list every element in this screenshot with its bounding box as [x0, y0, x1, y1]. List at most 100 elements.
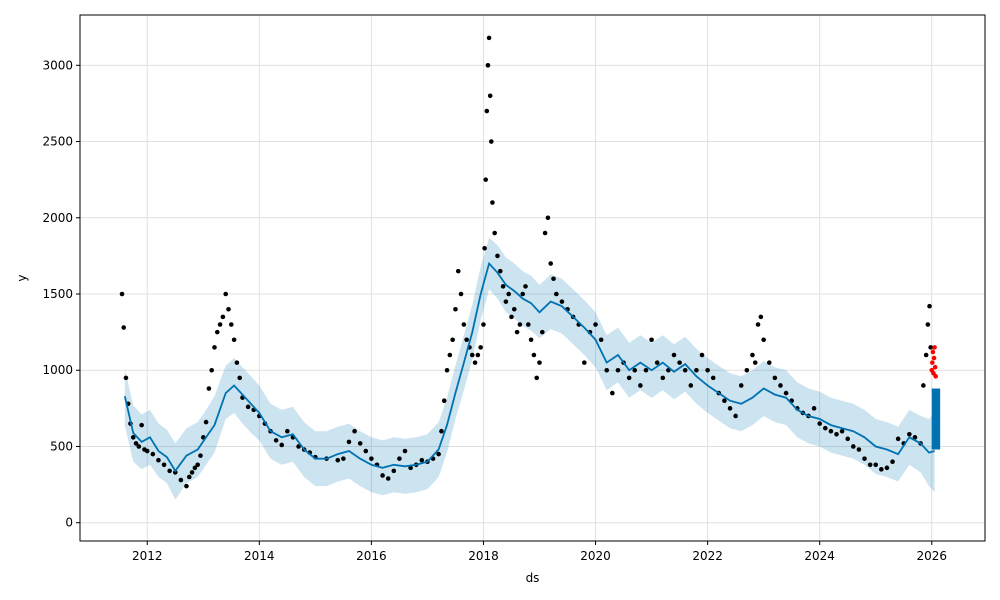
data-point — [649, 337, 654, 343]
data-point — [419, 457, 425, 463]
data-point — [357, 441, 363, 446]
data-point — [439, 428, 444, 434]
data-point — [514, 329, 520, 335]
data-point — [677, 360, 682, 365]
data-point — [851, 444, 856, 449]
x-tick-label: 2012 — [132, 549, 163, 563]
recent-points — [929, 345, 938, 379]
y-tick-label: 2000 — [42, 211, 73, 225]
data-point — [582, 360, 587, 365]
future-forecast-block — [931, 388, 941, 450]
data-point — [450, 337, 455, 343]
data-point — [402, 448, 408, 454]
data-point — [511, 306, 517, 312]
data-point — [229, 322, 234, 327]
data-point — [223, 291, 228, 297]
data-point — [862, 456, 867, 461]
data-point — [554, 291, 559, 297]
axis-ticks: 2012 2014 2016 2018 2020 2022 2024 2026 0 500 1000… — [42, 58, 947, 563]
recent-point — [933, 374, 938, 379]
data-point — [551, 276, 556, 282]
y-tick-label: 0 — [65, 516, 73, 530]
recent-point — [930, 349, 936, 355]
data-point — [461, 322, 467, 327]
data-point — [520, 291, 525, 297]
data-point — [548, 261, 554, 266]
data-point — [380, 473, 385, 478]
data-point — [534, 375, 540, 381]
data-point — [710, 375, 716, 381]
data-point — [341, 456, 346, 461]
data-point — [234, 360, 240, 365]
data-point — [817, 421, 822, 426]
data-point — [925, 322, 931, 327]
data-point — [486, 35, 492, 41]
data-point — [921, 383, 926, 388]
data-point — [638, 383, 643, 388]
data-point — [509, 314, 514, 320]
data-point — [610, 390, 615, 396]
y-tick-label: 500 — [50, 439, 73, 453]
x-tick-label: 2024 — [804, 549, 835, 563]
data-point — [537, 360, 542, 365]
data-point — [156, 457, 161, 463]
y-tick-label: 2500 — [42, 135, 73, 149]
data-point — [363, 448, 369, 454]
data-point — [453, 306, 458, 312]
data-point — [884, 465, 890, 471]
x-tick-label: 2020 — [580, 549, 611, 563]
data-point — [226, 306, 231, 312]
data-point — [660, 375, 666, 381]
data-point — [167, 468, 172, 474]
data-point — [604, 367, 610, 373]
data-point — [285, 428, 290, 434]
data-point — [626, 375, 632, 381]
data-point — [178, 477, 184, 483]
data-point — [231, 337, 237, 343]
data-point — [766, 360, 772, 365]
data-point — [335, 457, 341, 463]
data-point — [671, 352, 677, 358]
y-tick-label: 1000 — [42, 363, 73, 377]
data-point — [758, 314, 764, 320]
grid-lines — [80, 15, 985, 541]
data-point — [133, 441, 139, 446]
data-point — [487, 93, 493, 99]
data-point — [755, 322, 761, 327]
recent-point — [932, 345, 937, 350]
data-point — [834, 431, 839, 437]
data-point — [212, 345, 217, 350]
data-point — [750, 352, 755, 358]
data-point — [727, 406, 733, 411]
observed-points — [119, 35, 933, 489]
data-point — [296, 444, 301, 449]
data-point — [485, 63, 491, 68]
data-point — [890, 459, 895, 465]
data-point — [525, 322, 531, 327]
data-point — [923, 352, 929, 358]
data-point — [184, 483, 189, 489]
data-point — [455, 268, 461, 274]
data-point — [733, 413, 738, 419]
data-point — [279, 442, 285, 448]
data-point — [783, 390, 789, 396]
data-point — [245, 404, 251, 410]
data-point — [492, 230, 497, 236]
data-point — [839, 428, 845, 434]
data-point — [161, 462, 167, 468]
data-point — [447, 352, 453, 358]
data-point — [738, 383, 744, 388]
data-point — [545, 215, 551, 221]
data-point — [130, 435, 136, 440]
data-point — [121, 325, 127, 330]
data-point — [523, 284, 528, 289]
data-point — [867, 462, 873, 468]
data-point — [441, 398, 447, 404]
data-point — [688, 383, 694, 388]
data-point — [484, 108, 490, 114]
data-point — [144, 448, 150, 454]
data-point — [209, 367, 214, 373]
y-tick-label: 3000 — [42, 58, 73, 72]
data-point — [150, 451, 156, 457]
x-tick-label: 2022 — [692, 549, 723, 563]
